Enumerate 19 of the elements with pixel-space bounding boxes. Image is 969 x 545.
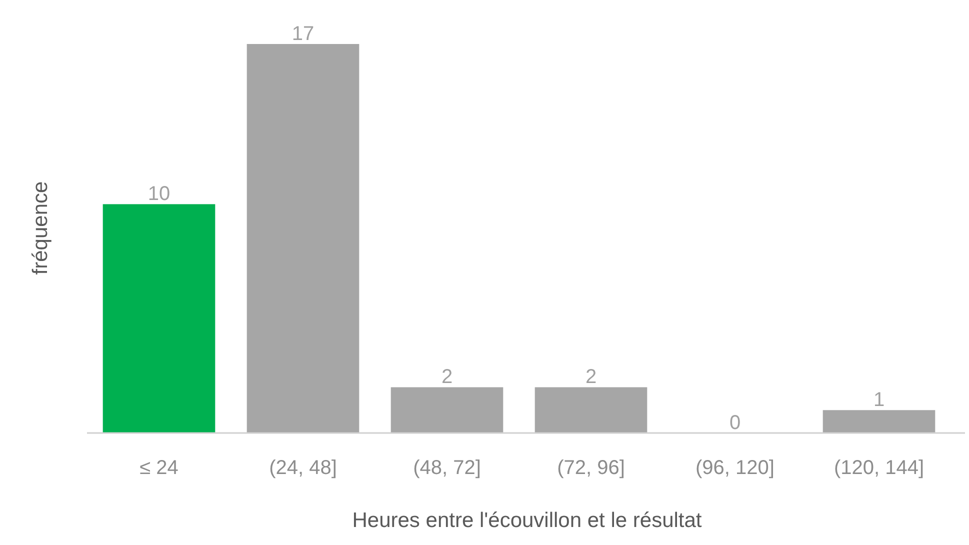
data-label: 17 [292, 23, 314, 45]
x-tick-label: (96, 120] [696, 457, 774, 479]
x-tick-label: (24, 48] [269, 457, 337, 479]
x-tick-label: (48, 72] [413, 457, 481, 479]
x-tick-label: (120, 144] [834, 457, 924, 479]
x-tick-label: (72, 96] [557, 457, 625, 479]
bar [390, 387, 504, 433]
data-label: 0 [729, 412, 741, 434]
y-axis-title: fréquence [29, 181, 52, 275]
data-label: 2 [585, 366, 597, 388]
bar [102, 204, 216, 433]
data-label: 10 [148, 183, 170, 206]
x-tick-label: ≤ 24 [140, 457, 178, 479]
bar [822, 410, 936, 433]
data-label: 2 [441, 366, 453, 388]
x-axis-title: Heures entre l'écouvillon et le résultat [352, 509, 702, 532]
bar [534, 387, 648, 433]
data-label: 1 [873, 389, 885, 412]
bar [246, 44, 360, 433]
